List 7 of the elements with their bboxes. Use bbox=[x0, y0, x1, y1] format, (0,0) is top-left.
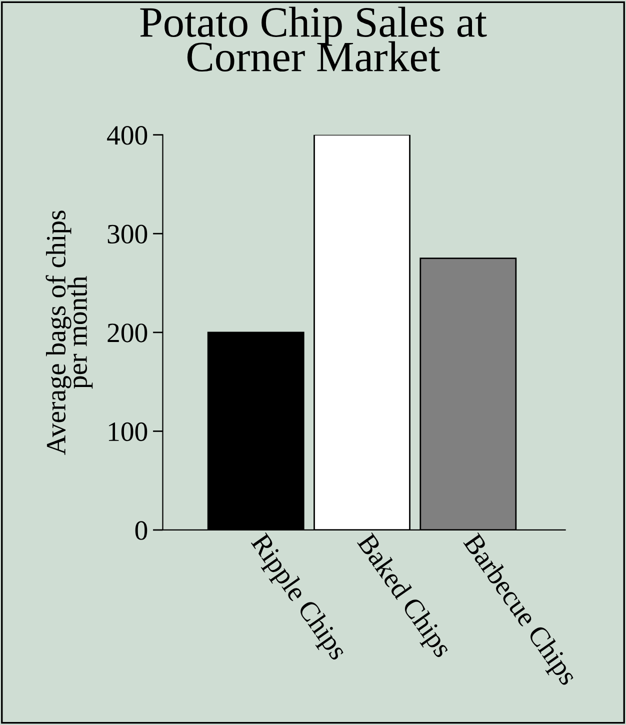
y-tick-label: 400 bbox=[107, 126, 148, 145]
chart-title: Potato Chip Sales at Corner Market bbox=[140, 6, 487, 72]
y-tick-label: 300 bbox=[108, 224, 148, 244]
y-tick-label: 200 bbox=[108, 324, 148, 342]
y-tick-label: 100 bbox=[108, 422, 148, 442]
y-tick-label: 0 bbox=[135, 521, 148, 540]
y-axis-title: Average bags of chips per month bbox=[46, 210, 93, 455]
